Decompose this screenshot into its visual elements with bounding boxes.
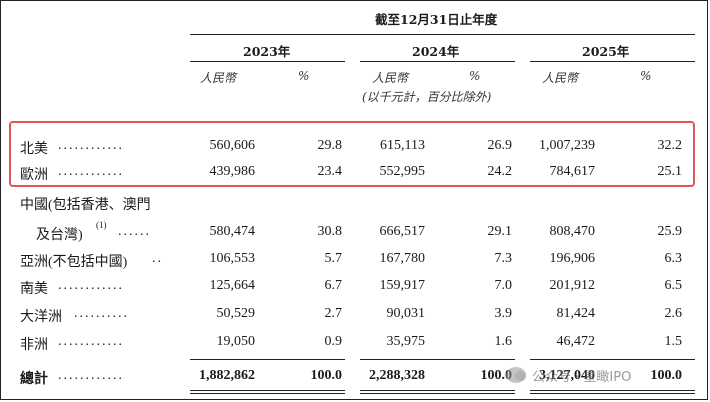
region-label: 亞洲(不包括中國) bbox=[20, 255, 128, 270]
period-header: 截至12月31日止年度 bbox=[375, 12, 498, 27]
value-2023: 580,474 bbox=[209, 224, 256, 239]
value-2024: 167,780 bbox=[379, 251, 426, 266]
leader-dots: ............ bbox=[58, 138, 124, 153]
total-double-rule-2023-a bbox=[190, 390, 345, 391]
percent-2024: 24.2 bbox=[487, 164, 513, 179]
leader-dots: .......... bbox=[74, 306, 129, 321]
value-2024: 552,995 bbox=[379, 164, 426, 179]
region-label: 中國(包括香港、澳門 bbox=[20, 198, 151, 213]
value-2023: 19,050 bbox=[216, 334, 256, 349]
year-2023-underline bbox=[190, 61, 345, 62]
value-2024: 666,517 bbox=[379, 224, 426, 239]
leader-dots: ............ bbox=[58, 278, 124, 293]
leader-dots: .. bbox=[152, 251, 163, 266]
percent-label-2024: % bbox=[469, 69, 481, 83]
percent-2023: 30.8 bbox=[317, 224, 343, 239]
percent-2023: 29.8 bbox=[317, 138, 343, 153]
subtotal-rule-2025 bbox=[530, 359, 695, 360]
percent-2025: 25.1 bbox=[657, 164, 683, 179]
percent-2025: 1.5 bbox=[664, 334, 683, 349]
value-2023: 106,553 bbox=[209, 251, 256, 266]
value-2025: 1,007,239 bbox=[539, 138, 595, 153]
total-label: 總計 bbox=[20, 372, 48, 387]
percent-label-2025: % bbox=[640, 69, 652, 83]
currency-label-2025: 人民幣 bbox=[542, 71, 579, 85]
total-percent-2025: 100.0 bbox=[650, 368, 683, 383]
total-double-rule-2024-b bbox=[360, 393, 515, 394]
value-2025: 46,472 bbox=[556, 334, 596, 349]
value-2025: 196,906 bbox=[549, 251, 596, 266]
percent-2024: 7.0 bbox=[494, 278, 513, 293]
year-2025-header: 2025年 bbox=[582, 44, 630, 59]
value-2023: 125,664 bbox=[209, 278, 256, 293]
total-percent-2024: 100.0 bbox=[480, 368, 513, 383]
year-2025-underline bbox=[530, 61, 695, 62]
total-value-2025: 3,127,040 bbox=[539, 368, 595, 383]
leader-dots: ............ bbox=[58, 368, 124, 383]
total-percent-2023: 100.0 bbox=[310, 368, 343, 383]
region-label: 南美 bbox=[20, 282, 48, 297]
value-2025: 81,424 bbox=[556, 306, 596, 321]
percent-2023: 6.7 bbox=[324, 278, 343, 293]
value-2023: 50,529 bbox=[216, 306, 256, 321]
percent-2024: 26.9 bbox=[487, 138, 513, 153]
highlight-box bbox=[9, 121, 695, 187]
value-2024: 90,031 bbox=[386, 306, 426, 321]
region-label: 及台灣) bbox=[36, 228, 83, 243]
percent-2025: 25.9 bbox=[657, 224, 683, 239]
unit-note: (以千元計，百分比除外) bbox=[362, 90, 492, 104]
region-label: 大洋洲 bbox=[20, 310, 62, 325]
percent-label-2023: % bbox=[298, 69, 310, 83]
percent-2024: 3.9 bbox=[494, 306, 513, 321]
total-double-rule-2024-a bbox=[360, 390, 515, 391]
value-2024: 615,113 bbox=[380, 138, 425, 153]
total-double-rule-2025-a bbox=[530, 390, 695, 391]
leader-dots: ...... bbox=[118, 224, 151, 239]
percent-2025: 32.2 bbox=[657, 138, 683, 153]
wechat-icon bbox=[506, 367, 526, 383]
percent-2023: 5.7 bbox=[324, 251, 343, 266]
year-2024-header: 2024年 bbox=[412, 44, 460, 59]
year-2023-header: 2023年 bbox=[243, 44, 291, 59]
percent-2024: 7.3 bbox=[494, 251, 513, 266]
period-underline bbox=[190, 34, 695, 35]
subtotal-rule-2024 bbox=[360, 359, 515, 360]
percent-2025: 6.5 bbox=[664, 278, 683, 293]
total-value-2024: 2,288,328 bbox=[369, 368, 425, 383]
region-label: 歐洲 bbox=[20, 168, 48, 183]
total-value-2023: 1,882,862 bbox=[199, 368, 255, 383]
value-2025: 808,470 bbox=[549, 224, 596, 239]
leader-dots: ............ bbox=[58, 164, 124, 179]
value-2024: 159,917 bbox=[379, 278, 426, 293]
percent-2023: 2.7 bbox=[324, 306, 343, 321]
value-2025: 201,912 bbox=[549, 278, 596, 293]
leader-dots: ............ bbox=[58, 334, 124, 349]
currency-label-2024: 人民幣 bbox=[372, 71, 409, 85]
percent-2024: 1.6 bbox=[494, 334, 513, 349]
percent-2025: 6.3 bbox=[664, 251, 683, 266]
value-2025: 784,617 bbox=[549, 164, 596, 179]
subtotal-rule-2023 bbox=[190, 359, 345, 360]
value-2023: 439,986 bbox=[209, 164, 256, 179]
region-label: 北美 bbox=[20, 142, 48, 157]
value-2023: 560,606 bbox=[209, 138, 256, 153]
year-2024-underline bbox=[360, 61, 515, 62]
currency-label-2023: 人民幣 bbox=[200, 71, 237, 85]
watermark-text: 公众号 · 星瞰IPO bbox=[532, 369, 632, 385]
total-double-rule-2023-b bbox=[190, 393, 345, 394]
footnote-marker: (1) bbox=[96, 220, 107, 230]
percent-2024: 29.1 bbox=[487, 224, 513, 239]
total-double-rule-2025-b bbox=[530, 393, 695, 394]
value-2024: 35,975 bbox=[386, 334, 426, 349]
watermark: 公众号 · 星瞰IPO bbox=[506, 364, 631, 386]
percent-2023: 23.4 bbox=[317, 164, 343, 179]
percent-2025: 2.6 bbox=[664, 306, 683, 321]
region-label: 非洲 bbox=[20, 338, 48, 353]
percent-2023: 0.9 bbox=[324, 334, 343, 349]
